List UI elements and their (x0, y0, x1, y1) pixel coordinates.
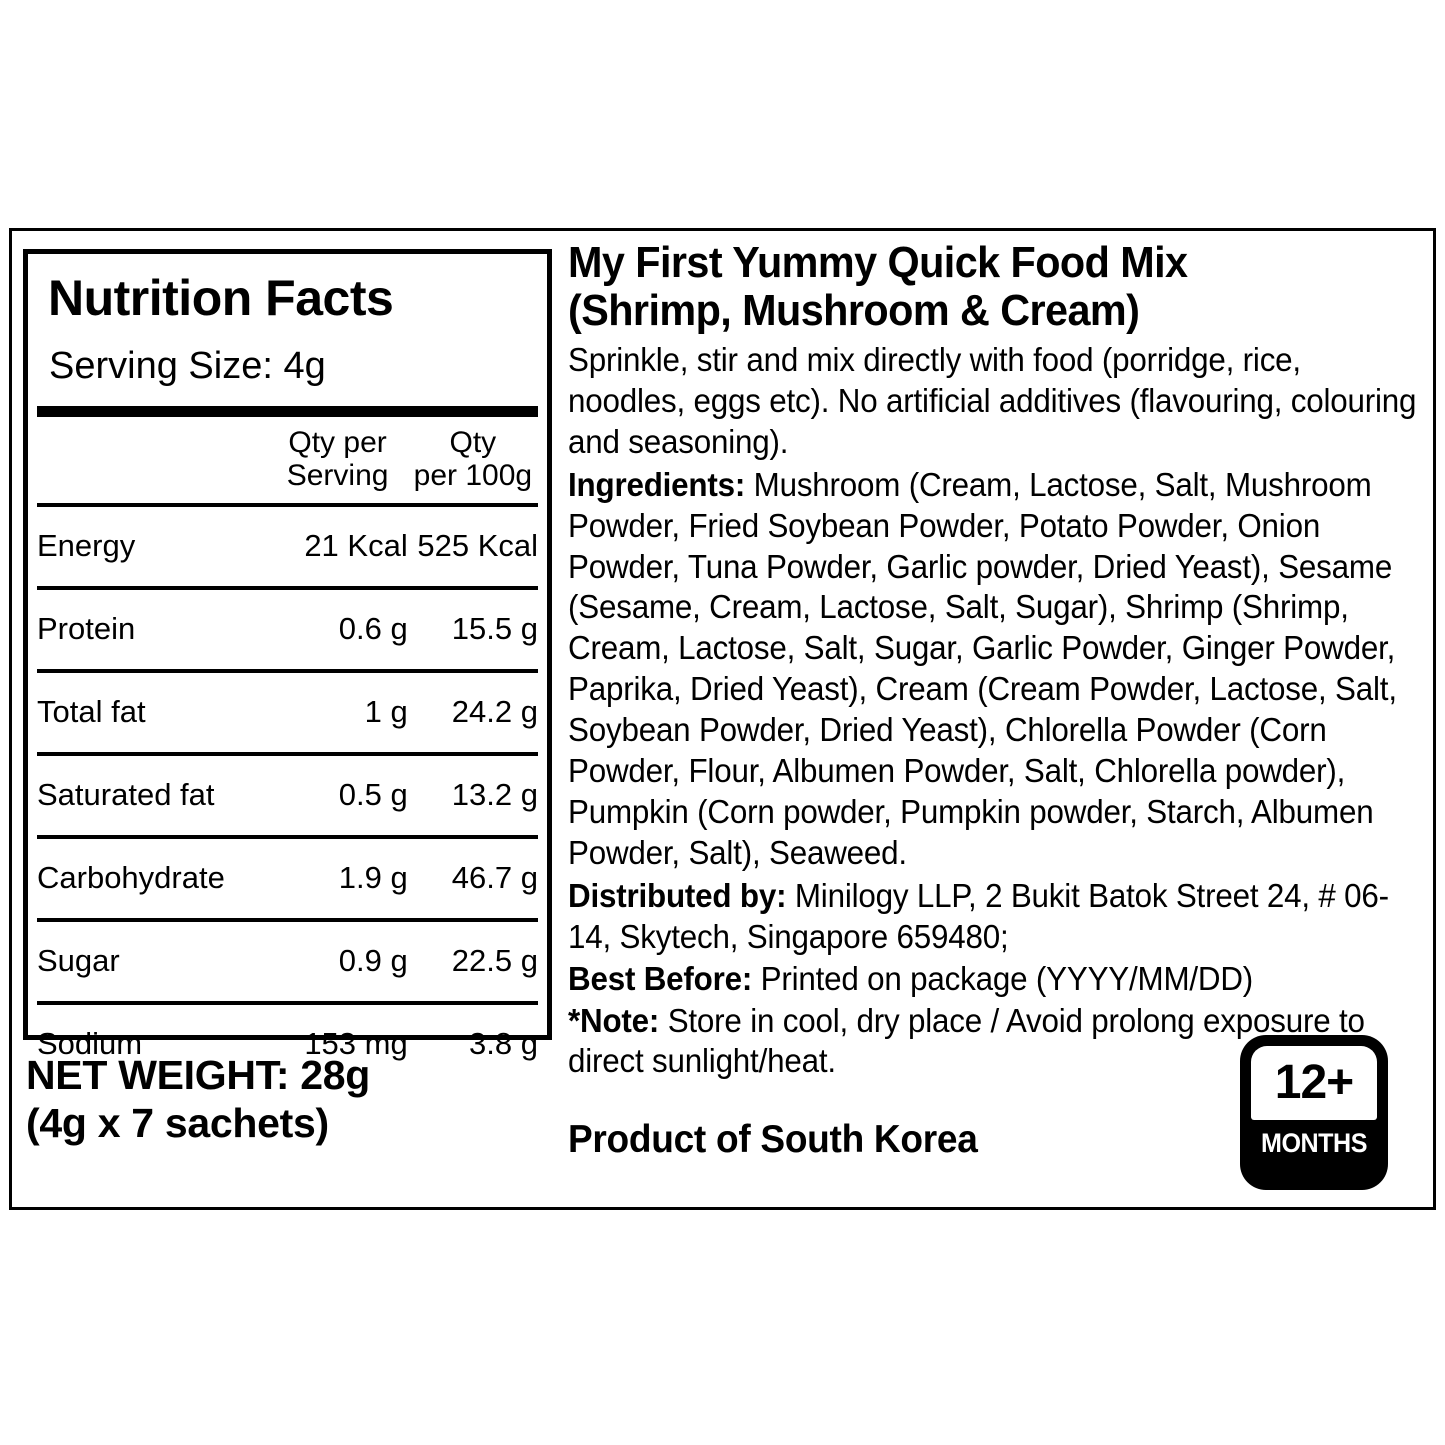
country-of-origin: Product of South Korea (568, 1118, 978, 1162)
net-weight: NET WEIGHT: 28g (4g x 7 sachets) (26, 1051, 370, 1148)
row-per-serving: 153 mg (304, 1026, 408, 1062)
header-per-100g: Qty per 100g (408, 417, 538, 503)
table-row: Sugar 0.9 g 22.5 g (37, 922, 538, 1001)
row-label: Carbohydrate (37, 860, 225, 896)
product-title: My First Yummy Quick Food Mix (Shrimp, M… (568, 239, 1425, 334)
row-separator (37, 503, 538, 508)
row-per-serving: 0.5 g (338, 777, 408, 813)
row-per-serving: 1.9 g (338, 860, 408, 896)
distributed-by-label: Distributed by: (568, 876, 787, 914)
row-label: Saturated fat (37, 777, 215, 813)
header-per-serving: Qty per Serving (267, 417, 407, 503)
best-before-text: Printed on package (YYYY/MM/DD) (760, 959, 1254, 997)
row-per-100g: 525 Kcal (417, 528, 538, 564)
product-title-line2: (Shrimp, Mushroom & Cream) (568, 285, 1140, 335)
row-per-serving: 21 Kcal (304, 528, 408, 564)
note-text: Store in cool, dry place / Avoid prolong… (568, 1001, 1365, 1080)
header-divider (37, 406, 538, 418)
serving-size-text: Serving Size: 4g (49, 344, 326, 387)
row-per-serving: 0.6 g (338, 611, 408, 647)
age-badge-unit: MONTHS (1260, 1128, 1368, 1158)
table-header-row: Qty per Serving Qty per 100g (37, 417, 538, 503)
header-per-100g-line1: Qty (449, 426, 497, 460)
header-per-100g-line2: per 100g (413, 458, 533, 492)
row-separator (37, 586, 538, 591)
row-label: Sodium (37, 1026, 143, 1062)
nutrition-table: Qty per Serving Qty per 100g Energy 21 K… (37, 417, 538, 1084)
row-per-100g: 15.5 g (451, 611, 538, 647)
nutrition-label-card: Nutrition Facts Serving Size: 4g Qty per… (9, 228, 1436, 1210)
table-row: Protein 0.6 g 15.5 g (37, 590, 538, 669)
row-per-100g: 46.7 g (451, 860, 538, 896)
best-before-section: Best Before: Printed on package (YYYY/MM… (568, 959, 1426, 1000)
age-recommendation-badge: 12+ MONTHS (1240, 1035, 1388, 1190)
product-info-panel: My First Yummy Quick Food Mix (Shrimp, M… (568, 239, 1428, 1199)
table-row: Sodium 153 mg 3.8 g (37, 1005, 538, 1084)
row-separator (37, 669, 538, 674)
row-separator (37, 1001, 538, 1006)
net-weight-line1: NET WEIGHT: 28g (26, 1052, 371, 1098)
header-per-serving-line2: Serving (286, 458, 389, 492)
net-weight-line2: (4g x 7 sachets) (26, 1100, 329, 1147)
distributor-section: Distributed by: Minilogy LLP, 2 Bukit Ba… (568, 876, 1426, 958)
ingredients-label: Ingredients: (568, 465, 746, 503)
row-per-serving: 0.9 g (338, 943, 408, 979)
row-label: Energy (37, 528, 136, 564)
row-per-100g: 24.2 g (451, 694, 538, 730)
row-separator (37, 752, 538, 757)
header-per-serving-line1: Qty per (288, 426, 387, 460)
usage-instructions: Sprinkle, stir and mix directly with foo… (568, 341, 1417, 460)
ingredients-section: Ingredients: Mushroom (Cream, Lactose, S… (568, 465, 1426, 874)
table-row: Carbohydrate 1.9 g 46.7 g (37, 839, 538, 918)
ingredients-text: Mushroom (Cream, Lactose, Salt, Mushroom… (568, 465, 1397, 871)
table-row: Energy 21 Kcal 525 Kcal (37, 507, 538, 586)
best-before-label: Best Before: (568, 959, 753, 997)
storage-note-section: *Note: Store in cool, dry place / Avoid … (568, 1001, 1426, 1083)
row-per-100g: 3.8 g (469, 1026, 538, 1062)
table-row: Total fat 1 g 24.2 g (37, 673, 538, 752)
note-label: *Note: (568, 1001, 660, 1039)
row-label: Total fat (37, 694, 146, 730)
row-separator (37, 918, 538, 923)
product-title-line1: My First Yummy Quick Food Mix (568, 238, 1188, 287)
distributed-by-text: Minilogy LLP, 2 Bukit Batok Street 24, #… (568, 876, 1389, 955)
age-badge-top-panel: 12+ (1251, 1046, 1377, 1120)
row-label: Protein (37, 611, 136, 647)
age-badge-value: 12+ (1274, 1056, 1354, 1109)
row-label: Sugar (37, 943, 120, 979)
table-row: Saturated fat 0.5 g 13.2 g (37, 756, 538, 835)
row-per-serving: 1 g (364, 694, 408, 730)
nutrition-facts-panel: Nutrition Facts Serving Size: 4g Qty per… (23, 249, 552, 1061)
row-separator (37, 835, 538, 840)
header-blank (37, 417, 267, 503)
row-per-100g: 22.5 g (451, 943, 538, 979)
nutrition-facts-title: Nutrition Facts (48, 270, 394, 326)
row-per-100g: 13.2 g (451, 777, 538, 813)
